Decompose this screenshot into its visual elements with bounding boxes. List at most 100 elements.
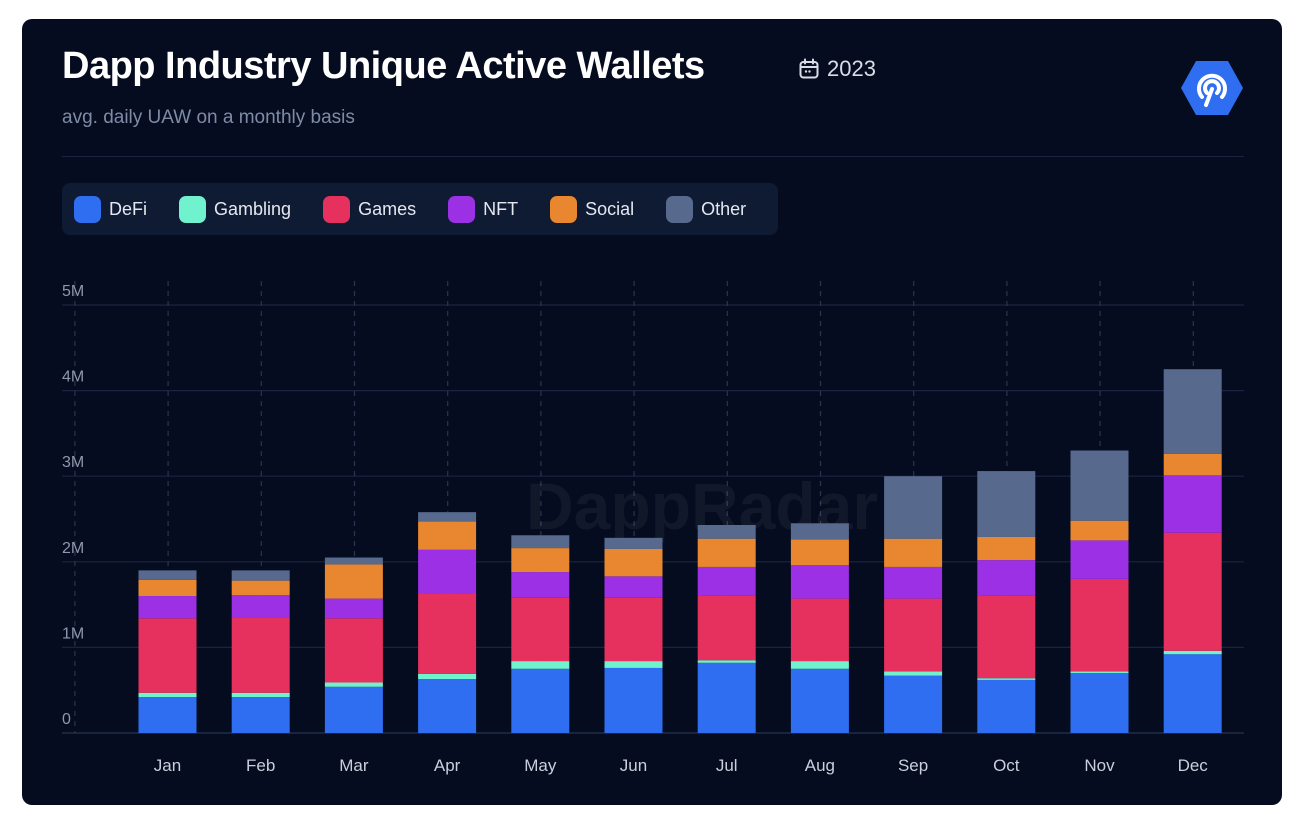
bar-segment-other-nov[interactable] <box>1070 450 1129 521</box>
bar-segment-other-jun[interactable] <box>604 537 663 549</box>
bar-segment-defi-jul[interactable] <box>697 662 756 733</box>
legend-item-defi[interactable]: DeFi <box>74 195 148 223</box>
bar-segment-games-may[interactable] <box>511 597 570 662</box>
legend-swatch-defi <box>74 195 101 223</box>
legend-item-social[interactable]: Social <box>550 195 634 223</box>
bar-segment-gambling-may[interactable] <box>511 661 570 669</box>
bar-segment-other-may[interactable] <box>511 535 570 549</box>
bar-segment-social-dec[interactable] <box>1163 453 1222 476</box>
labels-layer: 0 1M 2M 3M 4M 5M Jan Feb Mar Apr May Jun Jul Aug Sep Oc… <box>62 283 1208 775</box>
bar-segment-gambling-jun[interactable] <box>604 661 663 668</box>
x-tick-label: May <box>524 756 557 775</box>
bar-segment-social-jan[interactable] <box>138 579 197 597</box>
x-tick-label: Apr <box>434 756 461 775</box>
bar-segment-other-jan[interactable] <box>138 570 197 580</box>
bar-segment-nft-jan[interactable] <box>138 596 197 619</box>
bar-segment-social-apr[interactable] <box>418 521 477 550</box>
bar-segment-nft-aug[interactable] <box>790 565 849 599</box>
bar-segment-nft-apr[interactable] <box>418 549 477 594</box>
bar-segment-social-jun[interactable] <box>604 548 663 577</box>
bar-segment-social-jul[interactable] <box>697 538 756 567</box>
bar-segment-games-mar[interactable] <box>324 618 383 683</box>
legend-label-gambling: Gambling <box>214 198 292 219</box>
year-selector[interactable]: 2023 <box>798 56 876 82</box>
bar-segment-gambling-dec[interactable] <box>1163 650 1222 655</box>
bar-segment-nft-oct[interactable] <box>977 560 1036 596</box>
bar-segment-nft-jul[interactable] <box>697 566 756 596</box>
bar-segment-nft-jun[interactable] <box>604 576 663 598</box>
bar-segment-gambling-aug[interactable] <box>790 661 849 669</box>
x-tick-label: Mar <box>339 756 369 775</box>
bar-segment-gambling-jul[interactable] <box>697 660 756 663</box>
y-tick-label: 3M <box>62 454 84 471</box>
y-tick-label: 4M <box>62 369 84 386</box>
bar-segment-nft-feb[interactable] <box>231 595 290 618</box>
bar-segment-other-jul[interactable] <box>697 524 756 539</box>
legend-swatch-other <box>666 195 694 223</box>
bar-segment-gambling-nov[interactable] <box>1070 671 1129 674</box>
bar-segment-defi-aug[interactable] <box>790 668 849 733</box>
calendar-icon <box>799 58 819 79</box>
legend-label-defi: DeFi <box>109 198 148 219</box>
y-tick-label: 2M <box>62 540 84 557</box>
chart-legend: DeFi Gambling Games NFT Social Other <box>62 183 778 235</box>
bar-segment-social-sep[interactable] <box>884 538 943 567</box>
bar-segment-games-nov[interactable] <box>1070 578 1129 672</box>
bar-segment-gambling-jan[interactable] <box>138 692 197 698</box>
bar-segment-defi-sep[interactable] <box>884 675 943 733</box>
x-tick-label: Dec <box>1178 756 1209 775</box>
legend-item-games[interactable]: Games <box>323 195 416 223</box>
y-tick-label: 0 <box>62 711 71 728</box>
legend-item-gambling[interactable]: Gambling <box>179 195 292 223</box>
bar-segment-defi-nov[interactable] <box>1070 673 1129 733</box>
bar-segment-defi-feb[interactable] <box>231 697 290 733</box>
bar-segment-social-aug[interactable] <box>790 539 849 566</box>
bar-segment-defi-mar[interactable] <box>324 686 383 733</box>
bar-segment-defi-jan[interactable] <box>138 697 197 733</box>
bar-segment-other-feb[interactable] <box>231 570 290 581</box>
bar-segment-defi-apr[interactable] <box>418 679 477 733</box>
bar-segment-nft-nov[interactable] <box>1070 540 1129 579</box>
x-tick-label: Nov <box>1084 756 1115 775</box>
bar-segment-gambling-sep[interactable] <box>884 671 943 676</box>
legend-label-other: Other <box>701 198 747 219</box>
bar-segment-games-sep[interactable] <box>884 598 943 672</box>
bar-segment-social-nov[interactable] <box>1070 520 1129 541</box>
bar-segment-games-jul[interactable] <box>697 595 756 661</box>
bars-layer <box>138 369 1222 733</box>
legend-item-other[interactable]: Other <box>666 195 747 223</box>
x-tick-label: Sep <box>898 756 928 775</box>
bar-segment-games-oct[interactable] <box>977 595 1036 679</box>
bar-segment-social-may[interactable] <box>511 548 570 573</box>
bar-segment-defi-oct[interactable] <box>977 679 1036 733</box>
bar-segment-other-apr[interactable] <box>418 512 477 522</box>
bar-segment-games-apr[interactable] <box>418 593 477 674</box>
bar-segment-other-aug[interactable] <box>790 523 849 540</box>
bar-segment-other-dec[interactable] <box>1163 369 1222 454</box>
x-tick-label: Feb <box>246 756 275 775</box>
bar-segment-gambling-apr[interactable] <box>418 673 477 680</box>
bar-segment-games-jun[interactable] <box>604 597 663 662</box>
bar-segment-other-mar[interactable] <box>324 557 383 565</box>
bar-segment-nft-sep[interactable] <box>884 566 943 599</box>
bar-segment-gambling-feb[interactable] <box>231 692 290 698</box>
bar-segment-defi-jun[interactable] <box>604 667 663 733</box>
bar-segment-games-dec[interactable] <box>1163 532 1222 651</box>
bar-segment-other-oct[interactable] <box>977 471 1036 537</box>
bar-segment-social-feb[interactable] <box>231 580 290 596</box>
bar-segment-defi-may[interactable] <box>511 668 570 733</box>
bar-segment-games-aug[interactable] <box>790 598 849 662</box>
bar-segment-nft-dec[interactable] <box>1163 475 1222 533</box>
legend-item-nft[interactable]: NFT <box>448 195 518 223</box>
bar-segment-other-sep[interactable] <box>884 476 943 539</box>
bar-segment-nft-mar[interactable] <box>324 598 383 619</box>
bar-segment-nft-may[interactable] <box>511 572 570 598</box>
bar-segment-social-mar[interactable] <box>324 564 383 599</box>
bar-segment-gambling-mar[interactable] <box>324 682 383 687</box>
bar-segment-defi-dec[interactable] <box>1163 654 1222 733</box>
bar-segment-gambling-oct[interactable] <box>977 678 1036 680</box>
bar-segment-social-oct[interactable] <box>977 536 1036 561</box>
year-label: 2023 <box>827 56 876 81</box>
bar-segment-games-feb[interactable] <box>231 617 290 693</box>
bar-segment-games-jan[interactable] <box>138 618 197 693</box>
